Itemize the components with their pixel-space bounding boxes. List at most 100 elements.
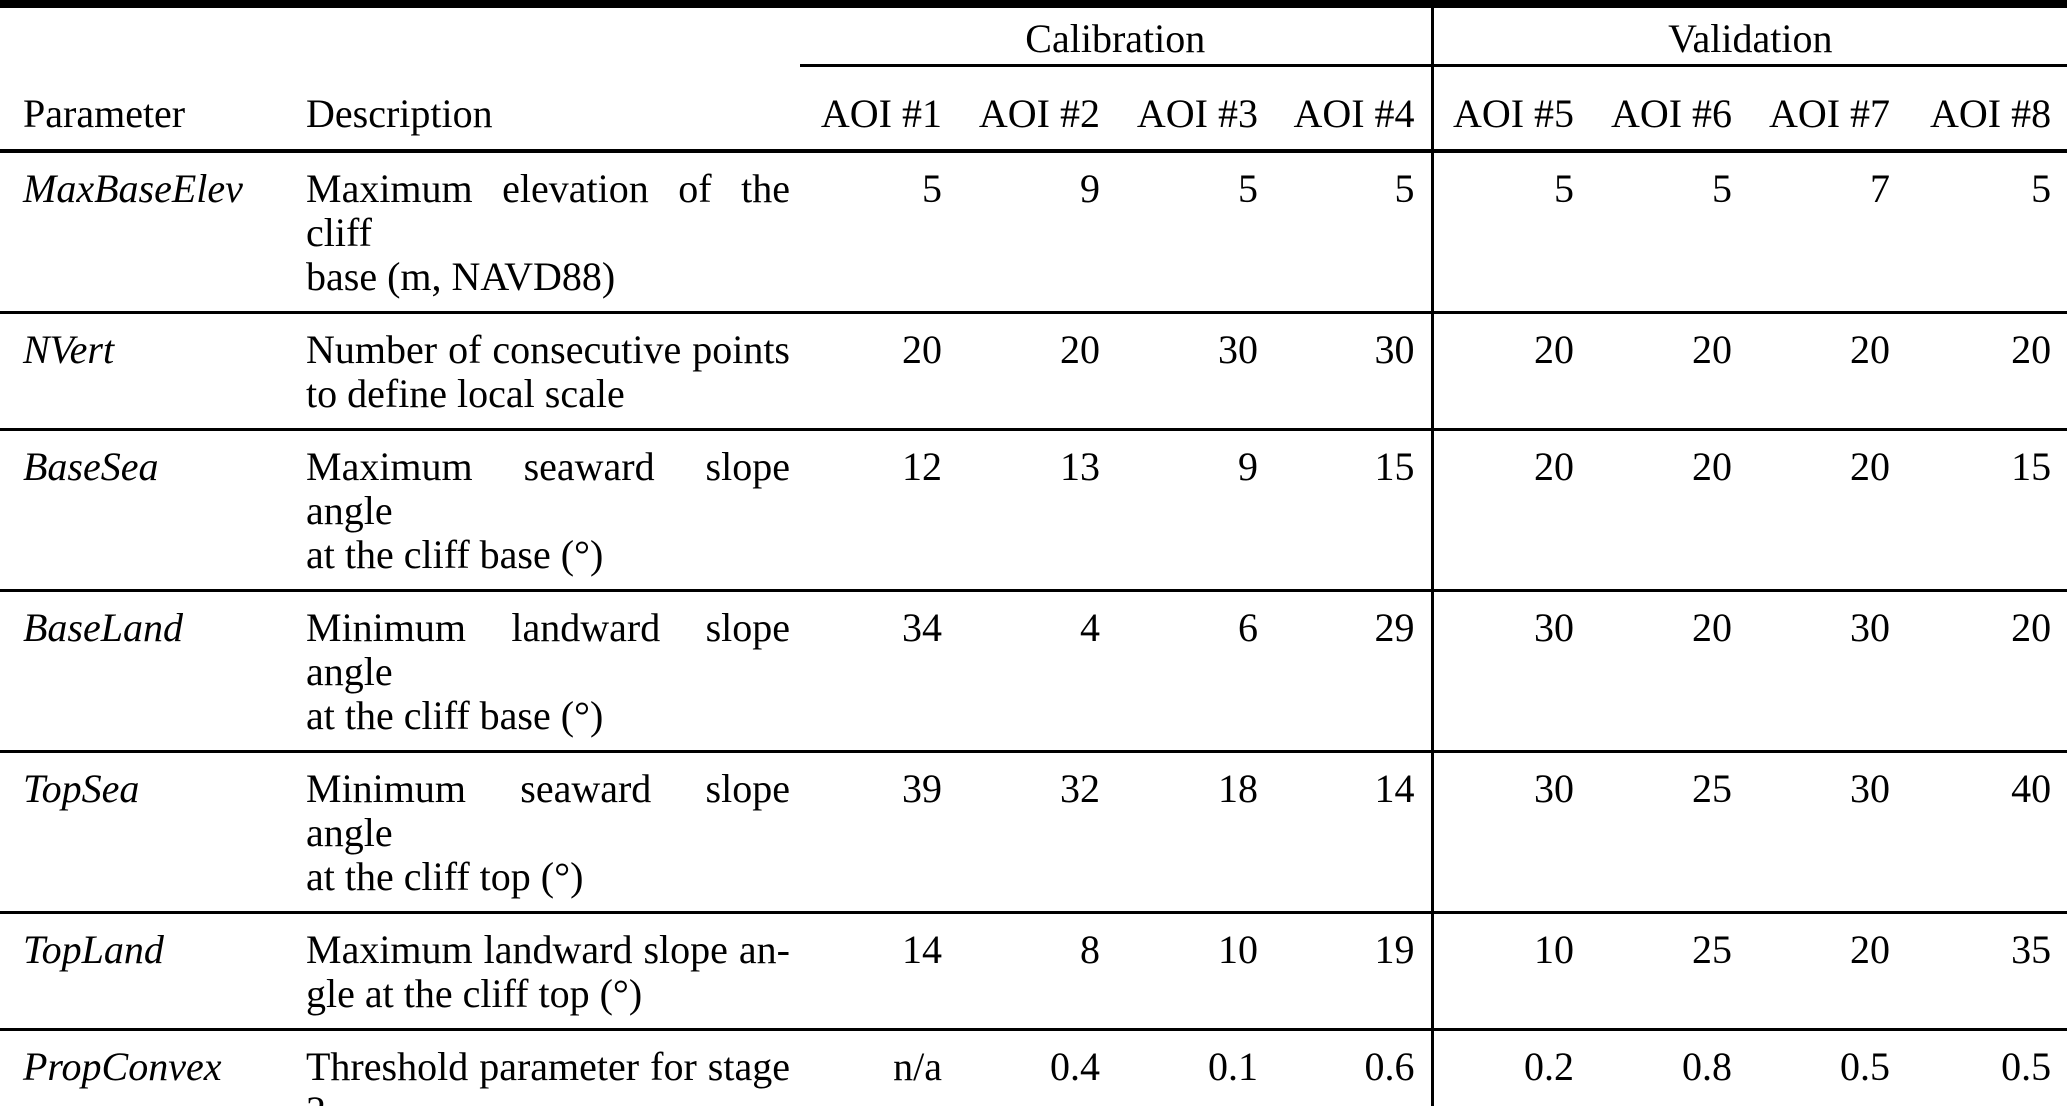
- value-cell: 0.8: [1590, 1029, 1749, 1106]
- value-cell: 0.5: [1748, 1029, 1907, 1106]
- value-cell: 0.2: [1430, 1029, 1591, 1106]
- description-line: Maximum elevation of the cliff: [306, 166, 790, 255]
- value-cell: 19: [1274, 912, 1433, 1031]
- value-cell: 14: [1274, 751, 1433, 914]
- value-cell: 0.5: [1906, 1029, 2067, 1106]
- value-cell: 6: [1116, 590, 1274, 753]
- description-line: Number of consecutive points: [306, 327, 790, 372]
- value-cell: 30: [1748, 590, 1907, 753]
- value-cell: 20: [1590, 312, 1749, 431]
- parameter-description: Maximum elevation of the cliff base (m, …: [306, 151, 800, 314]
- value-cell: n/a: [800, 1029, 958, 1106]
- value-cell: 20: [958, 312, 1116, 431]
- table-row-maxbaseelev: MaxBaseElev Maximum elevation of the cli…: [0, 151, 2067, 314]
- description-line: Minimum landward slope angle: [306, 605, 790, 694]
- table-row-nvert: NVert Number of consecutive points to de…: [0, 312, 2067, 431]
- group-header-spacer: [0, 4, 800, 66]
- value-cell: 30: [1274, 312, 1433, 431]
- parameter-description: Minimum landward slope angle at the clif…: [306, 590, 800, 753]
- value-cell: 35: [1906, 912, 2067, 1031]
- value-cell: 34: [800, 590, 958, 753]
- parameter-name: TopSea: [0, 751, 306, 914]
- value-cell: 15: [1906, 429, 2067, 592]
- group-header-calibration: Calibration: [800, 4, 1433, 67]
- value-cell: 18: [1116, 751, 1274, 914]
- value-cell: 20: [1748, 312, 1907, 431]
- value-cell: 7: [1748, 151, 1907, 314]
- value-cell: 5: [1116, 151, 1274, 314]
- description-line: Minimum seaward slope angle: [306, 766, 790, 855]
- description-line: Maximum seaward slope angle: [306, 444, 790, 533]
- description-line: at the cliff base (°): [306, 693, 604, 738]
- column-header-aoi-5: AOI #5: [1430, 65, 1591, 153]
- column-header-description: Description: [306, 65, 800, 153]
- value-cell: 5: [1590, 151, 1749, 314]
- parameter-name: MaxBaseElev: [0, 151, 306, 314]
- value-cell: 10: [1430, 912, 1591, 1031]
- value-cell: 20: [800, 312, 958, 431]
- value-cell: 20: [1906, 312, 2067, 431]
- value-cell: 20: [1748, 912, 1907, 1031]
- value-cell: 29: [1274, 590, 1433, 753]
- value-cell: 25: [1590, 751, 1749, 914]
- value-cell: 0.4: [958, 1029, 1116, 1106]
- column-header-parameter: Parameter: [0, 65, 306, 153]
- table-row-topland: TopLand Maximum landward slope an- gle a…: [0, 912, 2067, 1031]
- column-header-aoi-1: AOI #1: [800, 65, 958, 153]
- value-cell: 20: [1590, 429, 1749, 592]
- description-line: to define local scale: [306, 371, 625, 416]
- group-header-validation: Validation: [1430, 4, 2067, 67]
- group-header-row: Calibration Validation: [0, 4, 2067, 67]
- column-header-aoi-8: AOI #8: [1906, 65, 2067, 153]
- value-cell: 20: [1430, 312, 1591, 431]
- value-cell: 9: [1116, 429, 1274, 592]
- value-cell: 30: [1430, 751, 1591, 914]
- value-cell: 25: [1590, 912, 1749, 1031]
- value-cell: 20: [1748, 429, 1907, 592]
- column-header-aoi-2: AOI #2: [958, 65, 1116, 153]
- parameter-description: Maximum landward slope an- gle at the cl…: [306, 912, 800, 1031]
- parameter-name: NVert: [0, 312, 306, 431]
- parameter-name: BaseLand: [0, 590, 306, 753]
- value-cell: 0.6: [1274, 1029, 1433, 1106]
- column-header-aoi-7: AOI #7: [1748, 65, 1907, 153]
- value-cell: 9: [958, 151, 1116, 314]
- parameter-name: BaseSea: [0, 429, 306, 592]
- description-line: gle at the cliff top (°): [306, 971, 643, 1016]
- parameter-name: PropConvex: [0, 1029, 306, 1106]
- parameter-description: Minimum seaward slope angle at the cliff…: [306, 751, 800, 914]
- value-cell: 5: [1274, 151, 1433, 314]
- value-cell: 5: [1906, 151, 2067, 314]
- value-cell: 5: [800, 151, 958, 314]
- value-cell: 30: [1116, 312, 1274, 431]
- description-line: base (m, NAVD88): [306, 254, 616, 299]
- value-cell: 39: [800, 751, 958, 914]
- description-line: Maximum landward slope an-: [306, 927, 790, 972]
- value-cell: 20: [1430, 429, 1591, 592]
- value-cell: 5: [1430, 151, 1591, 314]
- parameter-name: TopLand: [0, 912, 306, 1031]
- description-line: at the cliff top (°): [306, 854, 584, 899]
- parameter-description: Number of consecutive points to define l…: [306, 312, 800, 431]
- parameter-description: Threshold parameter for stage 2 cliff to…: [306, 1029, 800, 1106]
- description-line: at the cliff base (°): [306, 532, 604, 577]
- value-cell: 14: [800, 912, 958, 1031]
- table-row-baseland: BaseLand Minimum landward slope angle at…: [0, 590, 2067, 753]
- column-header-aoi-6: AOI #6: [1590, 65, 1749, 153]
- value-cell: 12: [800, 429, 958, 592]
- value-cell: 0.1: [1116, 1029, 1274, 1106]
- value-cell: 32: [958, 751, 1116, 914]
- table-row-topsea: TopSea Minimum seaward slope angle at th…: [0, 751, 2067, 914]
- value-cell: 30: [1748, 751, 1907, 914]
- column-header-row: Parameter Description AOI #1 AOI #2 AOI …: [0, 65, 2067, 153]
- parameter-description: Maximum seaward slope angle at the cliff…: [306, 429, 800, 592]
- value-cell: 20: [1906, 590, 2067, 753]
- value-cell: 15: [1274, 429, 1433, 592]
- description-line: Threshold parameter for stage 2: [306, 1044, 790, 1106]
- value-cell: 10: [1116, 912, 1274, 1031]
- table-row-basesea: BaseSea Maximum seaward slope angle at t…: [0, 429, 2067, 592]
- value-cell: 40: [1906, 751, 2067, 914]
- table-row-propconvex: PropConvex Threshold parameter for stage…: [0, 1029, 2067, 1106]
